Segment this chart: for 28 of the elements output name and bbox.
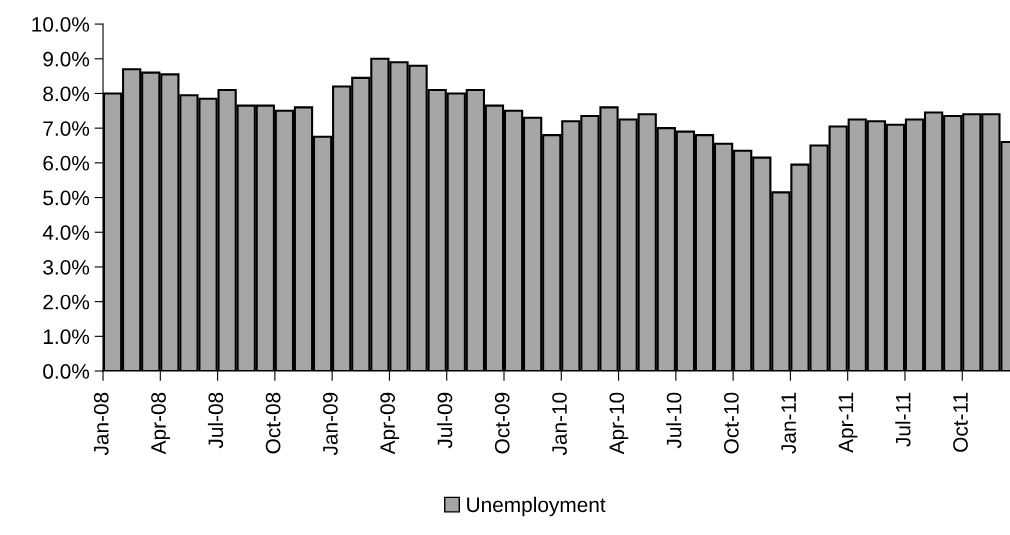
x-tick-label: Jul-10 <box>666 392 682 449</box>
x-tick-label: Jan-10 <box>552 392 567 456</box>
y-tick-label: 5.0% <box>43 190 90 206</box>
x-tick-label: Jan-08 <box>93 392 109 456</box>
x-tick-label: Oct-09 <box>494 392 510 454</box>
x-tick-label: Apr-10 <box>609 392 629 455</box>
x-tick-label: Apr-08 <box>151 392 171 455</box>
x-tick-label: Jul-11 <box>895 392 911 447</box>
x-tick-label: Oct-10 <box>723 392 739 454</box>
x-tick-label: Jan-11 <box>781 392 797 454</box>
x-tick-label: Jan-09 <box>322 392 338 456</box>
y-tick-label: 4.0% <box>42 225 90 240</box>
y-tick-label: 9.0% <box>43 51 90 67</box>
legend-label: Unemployment <box>467 496 606 517</box>
y-tick-label: 8.0% <box>43 86 90 102</box>
y-tick-label: 10.0% <box>32 17 90 32</box>
x-tick-label: Jul-09 <box>437 392 453 449</box>
y-tick-label: 1.0% <box>43 329 90 345</box>
y-tick-label: 3.0% <box>43 259 90 275</box>
x-tick-label: Oct-11 <box>953 392 968 452</box>
x-tick-label: Apr-11 <box>838 392 858 453</box>
y-tick-label: 7.0% <box>43 121 90 136</box>
x-tick-label: Oct-08 <box>265 392 281 454</box>
x-tick-label: Jul-08 <box>207 392 224 449</box>
y-tick-label: 2.0% <box>43 294 90 310</box>
x-tick-label: Apr-09 <box>380 392 400 455</box>
y-tick-label: 6.0% <box>43 155 90 171</box>
y-tick-label: 0.0% <box>43 364 90 379</box>
